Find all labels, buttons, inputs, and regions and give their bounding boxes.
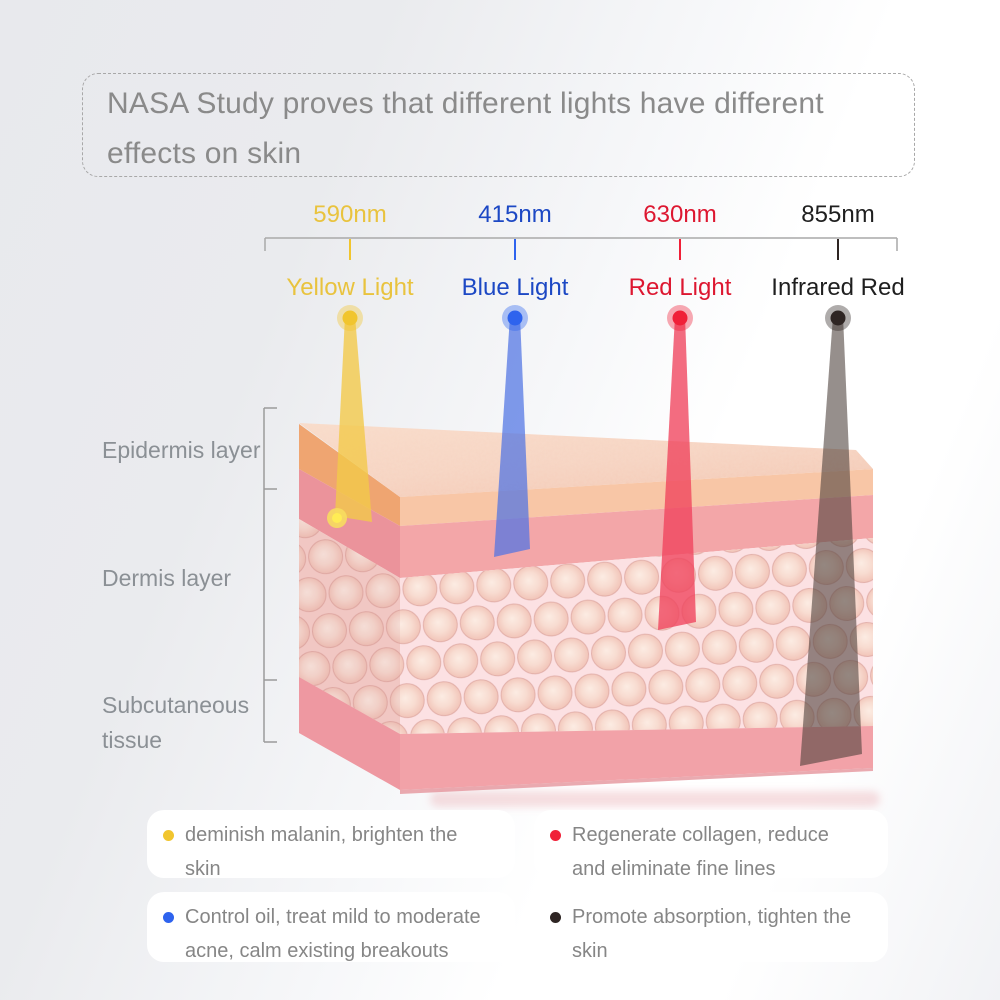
yellow-beam-glow-core	[332, 513, 342, 523]
benefit-text-red: Regenerate collagen, reduce and eliminat…	[572, 824, 829, 880]
front-epidermis-bottom-band	[400, 495, 873, 578]
benefit-card-infrared: Promote absorption, tighten the skin	[534, 892, 888, 962]
benefit-text-infrared: Promote absorption, tighten the skin	[572, 906, 852, 962]
front-dermis-bubbles	[400, 538, 873, 734]
title-line-1: NASA Study proves that different lights …	[107, 87, 824, 120]
red-dot	[672, 310, 688, 326]
block-bottom-edge	[400, 768, 873, 794]
light-name-red: Red Light	[628, 274, 732, 301]
yellow-dot	[342, 310, 358, 326]
layer-label-subcutaneous: Subcutaneous tissue	[102, 692, 250, 753]
skin-block-left-face	[299, 424, 400, 790]
front-subcutaneous-band	[400, 726, 873, 790]
yellow-bullet-icon	[163, 830, 174, 841]
infrared-bullet-icon	[550, 912, 561, 923]
benefit-text-blue: Control oil, treat mild to moderate acne…	[185, 906, 481, 962]
benefit-card-blue: Control oil, treat mild to moderate acne…	[147, 892, 515, 962]
wavelength-label-blue: 415nm	[478, 201, 552, 228]
wavelength-label-yellow: 590nm	[313, 201, 387, 228]
wavelength-ruler	[264, 237, 898, 251]
title-box: NASA Study proves that different lights …	[82, 73, 915, 177]
layer-label-epidermis: Epidermis layer	[102, 437, 261, 463]
benefit-text-yellow: deminish malanin, brighten the skin	[185, 824, 458, 880]
infrared-dot	[830, 310, 846, 326]
blue-light-beam	[494, 316, 530, 557]
red-light-beam	[658, 316, 696, 630]
infrared-light-beam	[800, 316, 862, 766]
blue-dot	[507, 310, 523, 326]
light-name-yellow: Yellow Light	[286, 274, 414, 301]
left-face-epidermis-bottom	[299, 469, 400, 578]
light-source-dots	[337, 305, 851, 331]
wavelength-label-infrared: 855nm	[801, 201, 875, 228]
light-name-blue: Blue Light	[461, 274, 569, 301]
title-line-2: effects on skin	[107, 137, 302, 170]
light-name-infrared: Infrared Red	[771, 274, 905, 301]
yellow-light-beam	[335, 316, 372, 522]
blue-bullet-icon	[163, 912, 174, 923]
wavelength-label-red: 630nm	[643, 201, 717, 228]
wavelength-ticks	[349, 239, 839, 260]
block-ground-shadow	[430, 791, 880, 807]
red-bullet-icon	[550, 830, 561, 841]
left-face-dermis-shade	[299, 519, 400, 734]
benefit-card-yellow: deminish malanin, brighten the skin	[147, 810, 515, 880]
skin-block-front-face	[400, 469, 873, 794]
layer-bracket	[263, 407, 277, 743]
left-face-dermis-bubbles	[299, 519, 400, 734]
light-beams	[327, 316, 862, 766]
layer-label-dermis: Dermis layer	[102, 565, 232, 591]
benefit-card-red: Regenerate collagen, reduce and eliminat…	[534, 810, 888, 880]
left-face-subcutaneous	[299, 677, 400, 790]
